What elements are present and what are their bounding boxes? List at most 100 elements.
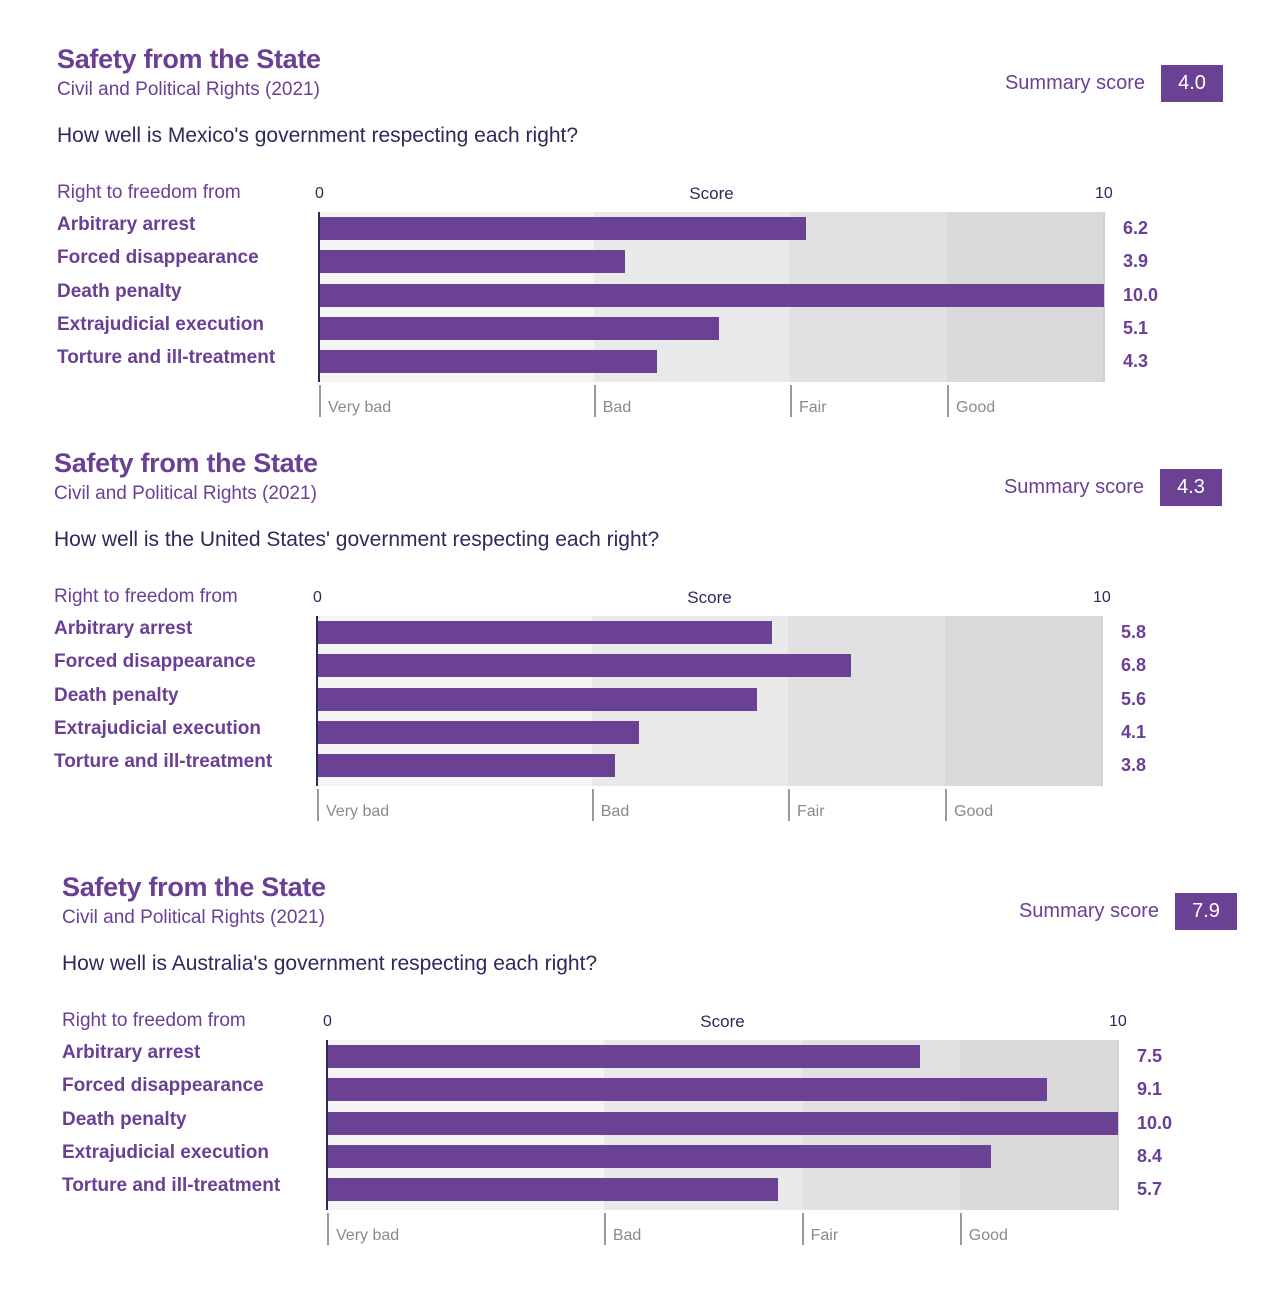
value-label: 3.9 <box>1123 251 1149 272</box>
bar-arbitrary-arrest <box>319 217 806 240</box>
row-label: Extrajudicial execution <box>54 717 261 739</box>
rating-tick <box>603 1212 606 1245</box>
chart-subtitle: Civil and Political Rights (2021) <box>62 907 325 928</box>
row-label: Torture and ill-treatment <box>54 751 273 773</box>
rating-label-very-bad: Very bad <box>336 1226 400 1244</box>
rating-tick <box>788 788 790 821</box>
x-axis-title: Score <box>689 184 734 203</box>
rating-tick <box>593 384 596 417</box>
bar-extrajudicial-execution <box>327 1144 992 1168</box>
rating-tick <box>327 1212 329 1245</box>
rating-tick <box>591 788 594 821</box>
summary-score-badge: 7.9 <box>1175 893 1237 930</box>
value-label: 6.8 <box>1121 655 1147 676</box>
chart-title: Safety from the State <box>62 872 326 902</box>
value-label: 4.3 <box>1123 351 1149 372</box>
x-axis-title: Score <box>700 1012 745 1031</box>
rating-label-good: Good <box>968 1226 1008 1244</box>
x-tick-label: 10 <box>1109 1013 1127 1030</box>
value-label: 8.4 <box>1137 1145 1163 1166</box>
row-label: Arbitrary arrest <box>57 214 196 235</box>
rating-label-bad: Bad <box>600 802 630 820</box>
bar-forced-disappearance <box>327 1078 1047 1102</box>
row-label: Torture and ill-treatment <box>62 1175 281 1197</box>
rating-tick <box>319 384 321 417</box>
bar-torture-and-ill-treatment <box>327 1178 778 1202</box>
x-tick-label: 0 <box>313 589 322 606</box>
chart-title: Safety from the State <box>57 44 321 74</box>
rating-label-good: Good <box>956 398 996 416</box>
x-axis-title: Score <box>687 588 732 607</box>
chart-subtitle: Civil and Political Rights (2021) <box>57 79 320 100</box>
value-label: 5.6 <box>1121 688 1147 709</box>
chart-right-edge <box>1117 1040 1119 1210</box>
bar-death-penalty <box>319 283 1104 307</box>
rating-label-fair: Fair <box>797 802 825 820</box>
bar-torture-and-ill-treatment <box>319 350 657 374</box>
value-label: 5.1 <box>1123 317 1149 338</box>
row-label: Torture and ill-treatment <box>57 347 276 369</box>
column-header: Right to freedom from <box>54 586 238 607</box>
chart-question: How well is Australia's government respe… <box>62 952 598 975</box>
row-label: Death penalty <box>54 684 179 706</box>
chart-question: How well is the United States' governmen… <box>54 528 660 551</box>
summary-score-badge: 4.3 <box>1160 469 1222 506</box>
rating-tick <box>317 788 319 821</box>
bar-arbitrary-arrest <box>327 1045 921 1068</box>
column-header: Right to freedom from <box>62 1010 246 1031</box>
rating-label-fair: Fair <box>810 1226 839 1244</box>
summary-score-badge: 4.0 <box>1161 65 1223 102</box>
bar-extrajudicial-execution <box>319 316 720 340</box>
row-label: Death penalty <box>57 280 182 302</box>
zero-axis-line <box>326 1040 328 1210</box>
chart-right-edge <box>1101 616 1103 786</box>
row-label: Arbitrary arrest <box>54 618 193 639</box>
rating-label-good: Good <box>954 802 994 820</box>
value-label: 5.7 <box>1137 1179 1163 1200</box>
value-label: 9.1 <box>1137 1079 1163 1100</box>
value-label: 5.8 <box>1121 622 1147 642</box>
x-tick-label: 0 <box>323 1013 332 1030</box>
chart-title: Safety from the State <box>54 448 318 478</box>
row-label: Extrajudicial execution <box>62 1141 269 1163</box>
value-label: 10.0 <box>1137 1112 1173 1133</box>
rating-tick <box>945 788 947 821</box>
x-tick-label: 10 <box>1095 185 1113 202</box>
rating-label-very-bad: Very bad <box>328 398 392 416</box>
x-tick-label: 10 <box>1093 589 1111 606</box>
row-label: Forced disappearance <box>54 651 256 673</box>
row-label: Forced disappearance <box>62 1075 264 1097</box>
chart-subtitle: Civil and Political Rights (2021) <box>54 483 317 504</box>
rating-tick <box>790 384 792 417</box>
bar-death-penalty <box>327 1111 1118 1135</box>
summary-score-label: Summary score <box>1018 900 1159 922</box>
rating-label-bad: Bad <box>602 398 632 416</box>
summary-score-label: Summary score <box>1003 476 1144 498</box>
rating-tick <box>959 1212 962 1245</box>
value-label: 6.2 <box>1123 218 1149 238</box>
zero-axis-line <box>318 212 320 382</box>
bar-forced-disappearance <box>317 654 851 678</box>
bar-torture-and-ill-treatment <box>317 754 616 778</box>
row-label: Arbitrary arrest <box>62 1042 201 1063</box>
summary-score-label: Summary score <box>1004 72 1145 94</box>
value-label: 3.8 <box>1121 755 1147 776</box>
bar-arbitrary-arrest <box>317 621 773 644</box>
row-label: Forced disappearance <box>57 247 259 269</box>
rating-band-fair <box>788 616 945 786</box>
rating-label-very-bad: Very bad <box>326 802 390 820</box>
row-label: Death penalty <box>62 1108 187 1130</box>
rating-label-bad: Bad <box>612 1226 642 1244</box>
column-header: Right to freedom from <box>57 182 241 203</box>
value-label: 7.5 <box>1137 1046 1163 1066</box>
row-label: Extrajudicial execution <box>57 313 264 335</box>
x-tick-label: 0 <box>315 185 324 202</box>
bar-forced-disappearance <box>319 250 626 274</box>
bar-extrajudicial-execution <box>317 720 639 744</box>
rating-band-good <box>945 616 1102 786</box>
bar-death-penalty <box>317 687 757 711</box>
rating-label-fair: Fair <box>799 398 827 416</box>
chart-right-edge <box>1103 212 1105 382</box>
value-label: 4.1 <box>1121 721 1147 742</box>
chart-question: How well is Mexico's government respecti… <box>57 124 579 147</box>
